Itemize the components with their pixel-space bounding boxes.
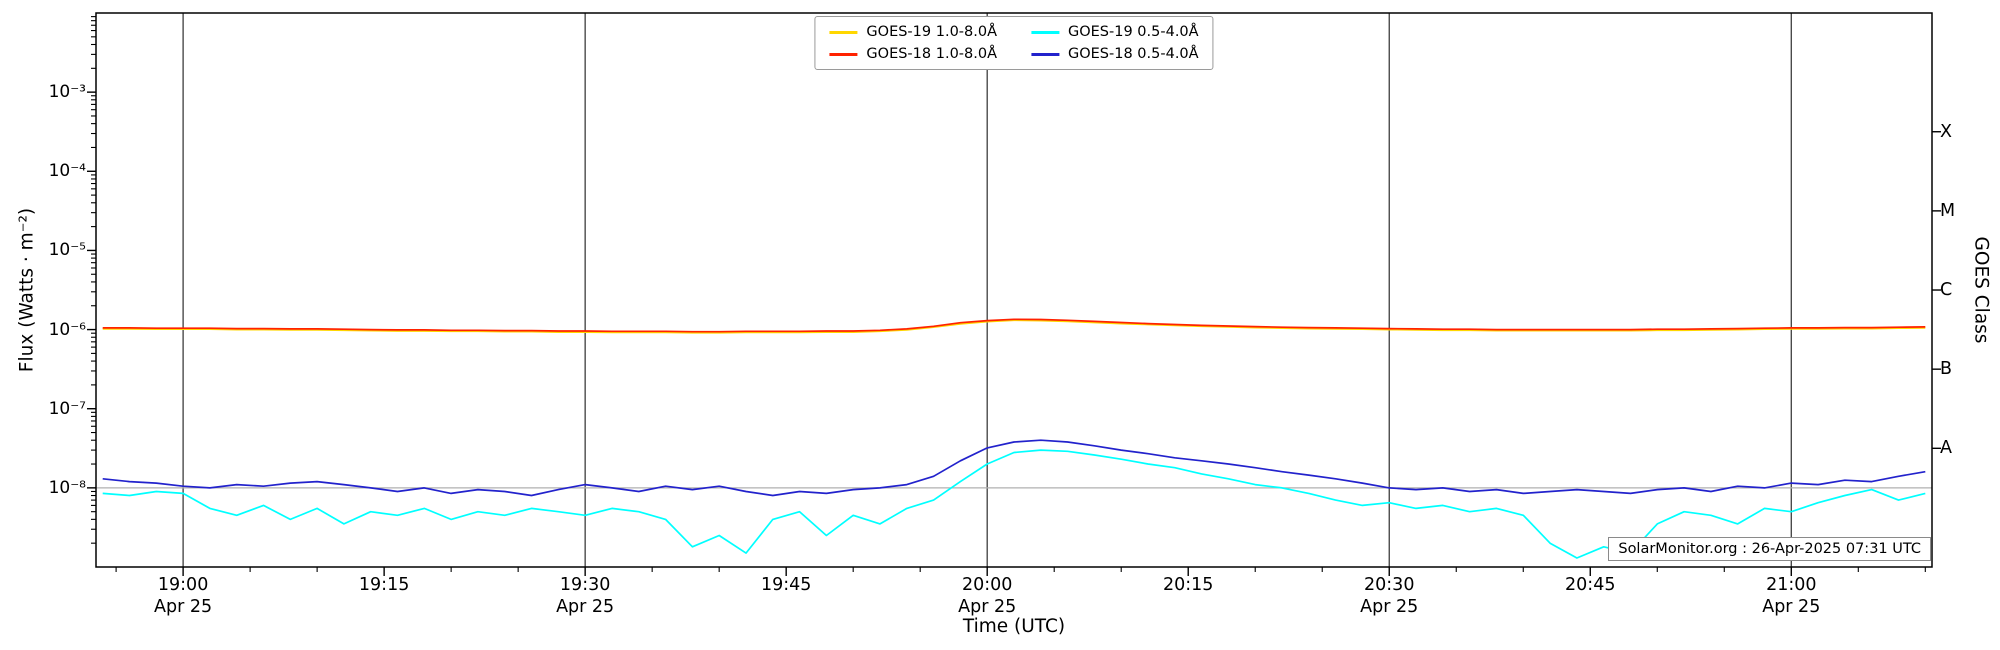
- goes-class-label: B: [1940, 359, 1953, 380]
- legend-item: GOES-19 0.5-4.0Å: [1031, 24, 1199, 40]
- y-tick-label: 10⁻⁴: [48, 161, 86, 182]
- series-line-0: [102, 319, 1926, 334]
- y-tick-label: 10⁻⁶: [48, 319, 86, 340]
- x-tick-time: 20:45: [1565, 575, 1616, 595]
- legend-item: GOES-18 1.0-8.0Å: [829, 46, 997, 62]
- x-tick-label: 19:30 Apr 25: [515, 574, 655, 618]
- y-tick-label: 10⁻⁸: [48, 477, 86, 498]
- goes-class-label: C: [1940, 280, 1953, 301]
- x-tick-label: 20:00 Apr 25: [917, 574, 1057, 618]
- x-tick-date: Apr 25: [556, 597, 615, 617]
- x-tick-time: 19:15: [358, 575, 410, 595]
- legend-line-swatch: [1031, 30, 1059, 34]
- x-tick-time: 19:45: [760, 575, 812, 595]
- right-axis-title: GOES Class: [1970, 236, 1992, 344]
- x-tick-label: 20:45: [1520, 574, 1660, 596]
- goes-class-label: X: [1940, 121, 1952, 142]
- x-tick-label: 19:15: [314, 574, 454, 596]
- legend-label: GOES-19 1.0-8.0Å: [866, 24, 997, 40]
- goes-class-label: M: [1940, 200, 1956, 221]
- legend-line-swatch: [829, 52, 858, 56]
- x-tick-time: 20:15: [1163, 575, 1214, 595]
- x-tick-time: 19:30: [559, 575, 611, 595]
- axes-frame: [95, 12, 1933, 568]
- legend-line-swatch: [829, 30, 858, 34]
- x-tick-time: 21:00: [1766, 575, 1817, 595]
- y-tick-label: 10⁻⁵: [48, 240, 86, 261]
- series-line-3: [102, 439, 1926, 497]
- legend-label: GOES-19 0.5-4.0Å: [1068, 24, 1199, 40]
- x-tick-label: 19:00 Apr 25: [113, 574, 253, 618]
- y-tick-label: 10⁻³: [48, 82, 86, 103]
- legend-label: GOES-18 1.0-8.0Å: [866, 46, 997, 62]
- legend-label: GOES-18 0.5-4.0Å: [1068, 46, 1199, 62]
- y-tick-label: 10⁻⁷: [48, 398, 86, 419]
- x-tick-time: 19:00: [157, 575, 209, 595]
- x-tick-date: Apr 25: [1360, 597, 1419, 617]
- legend-item: GOES-18 0.5-4.0Å: [1031, 46, 1199, 62]
- series-line-1: [102, 318, 1926, 333]
- legend: GOES-19 1.0-8.0Å GOES-18 1.0-8.0Å GOES-19 …: [814, 16, 1214, 70]
- x-tick-label: 20:30 Apr 25: [1319, 574, 1459, 618]
- x-tick-label: 20:15: [1118, 574, 1258, 596]
- x-tick-time: 20:30: [1364, 575, 1415, 595]
- x-tick-label: 19:45: [716, 574, 856, 596]
- x-axis-title: Time (UTC): [962, 616, 1066, 637]
- legend-line-swatch: [1031, 52, 1059, 56]
- x-tick-date: Apr 25: [1762, 597, 1821, 617]
- x-tick-date: Apr 25: [958, 597, 1017, 617]
- legend-item: GOES-19 1.0-8.0Å: [829, 24, 997, 40]
- goes-class-label: A: [1940, 438, 1952, 459]
- watermark-timestamp: SolarMonitor.org : 26-Apr-2025 07:31 UTC: [1608, 537, 1931, 561]
- x-tick-label: 21:00 Apr 25: [1721, 574, 1861, 618]
- x-tick-time: 20:00: [961, 575, 1013, 595]
- y-axis-title: Flux (Watts · m⁻²): [16, 207, 38, 373]
- x-tick-date: Apr 25: [154, 597, 213, 617]
